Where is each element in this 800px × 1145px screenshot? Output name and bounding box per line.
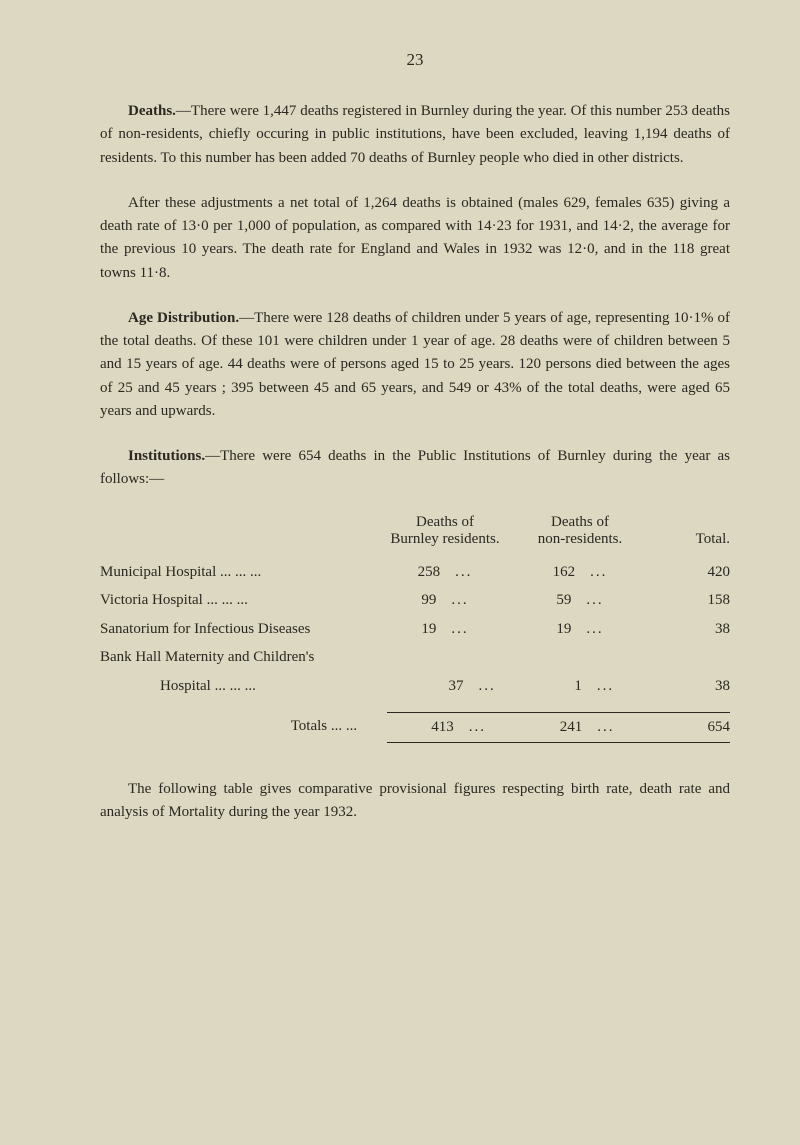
row-value-b: 1 ... (540, 672, 649, 701)
table-row: Victoria Hospital ... ... ... 99 ... 59 … (100, 586, 730, 615)
row-value-a: 258 ... (370, 558, 520, 587)
row-label: Victoria Hospital ... ... ... (100, 586, 370, 615)
table-totals-row: Totals ... ... 413 ... 241 ... 654 (100, 712, 730, 743)
row-value-a: 19 ... (370, 615, 520, 644)
paragraph-institutions: Institutions.—There were 654 deaths in t… (100, 445, 730, 492)
text-deaths: —There were 1,447 deaths registered in B… (100, 103, 730, 166)
header-spacer-3 (100, 531, 370, 548)
header-spacer-2 (640, 514, 730, 531)
header-spacer (100, 514, 370, 531)
totals-c: 654 (644, 712, 730, 743)
totals-label: Totals ... ... (100, 712, 387, 743)
row-label: Bank Hall Maternity and Children's (100, 643, 370, 672)
table-row: Sanatorium for Infectious Diseases 19 ..… (100, 615, 730, 644)
table-row: Municipal Hospital ... ... ... 258 ... 1… (100, 558, 730, 587)
row-label: Hospital ... ... ... (100, 672, 404, 701)
totals-a: 413 ... (387, 712, 530, 743)
paragraph-age-distribution: Age Distribution.—There were 128 deaths … (100, 307, 730, 423)
row-value-a: 37 ... (404, 672, 540, 701)
deaths-table: Deaths of Deaths of Burnley residents. n… (100, 514, 730, 744)
page-number: 23 (100, 50, 730, 70)
row-value-c: 158 (640, 586, 730, 615)
row-value-b: 162 ... (520, 558, 640, 587)
table-header-bottom: Burnley residents. non-residents. Total. (100, 531, 730, 548)
bold-institutions: Institutions. (128, 448, 205, 464)
row-value-c: 420 (640, 558, 730, 587)
table-row-bank-2: Hospital ... ... ... 37 ... 1 ... 38 (100, 672, 730, 701)
paragraph-adjustments: After these adjustments a net total of 1… (100, 192, 730, 285)
header-total: Total. (640, 531, 730, 548)
header-deaths-of-2: Deaths of (520, 514, 640, 531)
row-value-b: 59 ... (520, 586, 640, 615)
row-label: Municipal Hospital ... ... ... (100, 558, 370, 587)
header-non-residents: non-residents. (520, 531, 640, 548)
header-burnley-residents: Burnley residents. (370, 531, 520, 548)
text-age-distribution: —There were 128 deaths of children under… (100, 310, 730, 419)
paragraph-deaths: Deaths.—There were 1,447 deaths register… (100, 100, 730, 170)
table-header-top: Deaths of Deaths of (100, 514, 730, 531)
document-page: 23 Deaths.—There were 1,447 deaths regis… (0, 0, 800, 1145)
paragraph-following-table: The following table gives comparative pr… (100, 778, 730, 825)
row-value-b: 19 ... (520, 615, 640, 644)
bold-age-distribution: Age Distribution. (128, 310, 239, 326)
table-row-bank-1: Bank Hall Maternity and Children's (100, 643, 730, 672)
bold-deaths: Deaths. (128, 103, 176, 119)
header-deaths-of-1: Deaths of (370, 514, 520, 531)
row-value-c: 38 (649, 672, 730, 701)
row-value-a: 99 ... (370, 586, 520, 615)
row-label: Sanatorium for Infectious Diseases (100, 615, 370, 644)
row-value-c: 38 (640, 615, 730, 644)
totals-b: 241 ... (530, 712, 644, 743)
